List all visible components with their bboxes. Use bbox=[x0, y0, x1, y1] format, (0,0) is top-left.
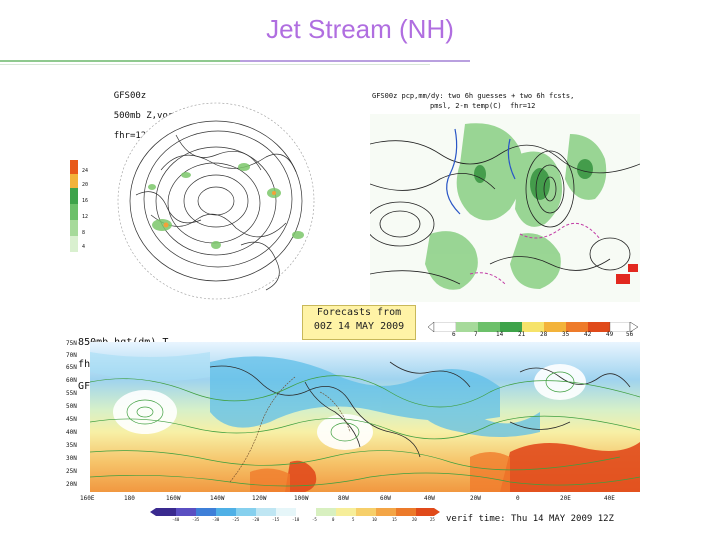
polar-caption-field: 500mb Z,vort bbox=[113, 111, 179, 121]
lon-label-0: 160E bbox=[80, 495, 95, 502]
top-scale-label-2: 14 bbox=[496, 331, 504, 338]
surface-pcp-pmsl-panel: GFS00z pcp,mm/dy: two 6h guesses + two 6… bbox=[366, 90, 640, 302]
lon-label-12: 40E bbox=[604, 495, 615, 502]
lon-label-7: 60W bbox=[380, 495, 391, 502]
title-underline-purple bbox=[240, 60, 470, 62]
bottom-scale-label-4: -20 bbox=[252, 517, 260, 522]
lon-label-11: 20E bbox=[560, 495, 571, 502]
bottom-scale-label-0: -40 bbox=[172, 517, 180, 522]
jet-lon-labels: 160E 180 160W 140W 120W 100W 80W 60W 40W… bbox=[80, 495, 640, 505]
lat-label-4: 55N bbox=[66, 390, 77, 397]
top-scale-label-0: 6 bbox=[452, 331, 456, 338]
bottom-scale-label-13: 25 bbox=[430, 517, 435, 522]
lon-label-1: 180 bbox=[124, 495, 135, 502]
top-scale-label-1: 7 bbox=[474, 331, 478, 338]
lat-label-2: 65N bbox=[66, 364, 77, 371]
lon-label-6: 80W bbox=[338, 495, 349, 502]
top-scale-label-8: 56 bbox=[626, 331, 634, 338]
top-scale-label-3: 21 bbox=[518, 331, 526, 338]
jet-850mb-map-svg bbox=[90, 342, 640, 492]
forecast-box-line1: Forecasts from bbox=[316, 307, 402, 318]
bottom-scale-label-5: -15 bbox=[272, 517, 280, 522]
slide-title: Jet Stream (NH) bbox=[266, 14, 454, 44]
jet-lat-labels: 75N 70N 65N 60N 55N 50N 45N 40N 35N 30N … bbox=[66, 340, 90, 495]
title-underline-fade bbox=[0, 64, 430, 65]
jet-850mb-map bbox=[90, 342, 640, 492]
surface-caption-line1: GFS00z pcp,mm/dy: two 6h guesses + two 6… bbox=[372, 92, 575, 100]
legend-label-3: 12 bbox=[82, 214, 89, 220]
lat-label-6: 45N bbox=[66, 416, 77, 423]
jet-top-color-scale: 6 7 14 21 28 35 42 49 56 bbox=[428, 322, 638, 338]
polar-hemisphere bbox=[117, 102, 315, 300]
polar-caption-model: GFS00z bbox=[113, 91, 147, 101]
surface-caption-line2: pmsl, 2-m temp(C) fhr=12 bbox=[430, 102, 536, 110]
legend-label-0: 24 bbox=[82, 168, 89, 174]
bottom-scale-label-1: -35 bbox=[192, 517, 200, 522]
lat-label-9: 30N bbox=[66, 455, 77, 462]
lat-label-11: 20N bbox=[66, 481, 77, 488]
bottom-scale-label-10: 10 bbox=[372, 517, 377, 522]
forecast-time-box: Forecasts from 00Z 14 MAY 2009 bbox=[302, 305, 416, 340]
title-underline-green bbox=[0, 60, 240, 62]
lon-label-4: 120W bbox=[252, 495, 267, 502]
surface-map bbox=[370, 114, 640, 302]
polar-500mb-panel: GFS00z 500mb Z,vort fhr=12 bbox=[66, 75, 366, 305]
polar-vorticity-legend: 24 20 16 12 8 4 bbox=[70, 160, 90, 252]
legend-label-5: 4 bbox=[82, 244, 86, 250]
polar-contour-map bbox=[117, 102, 315, 300]
top-scale-label-4: 28 bbox=[540, 331, 548, 338]
legend-label-1: 20 bbox=[82, 182, 89, 188]
lat-label-0: 75N bbox=[66, 340, 77, 347]
top-scale-label-5: 35 bbox=[562, 331, 570, 338]
lat-label-5: 50N bbox=[66, 403, 77, 410]
lat-label-8: 35N bbox=[66, 442, 77, 449]
lon-label-2: 160W bbox=[166, 495, 181, 502]
bottom-scale-label-9: 5 bbox=[352, 517, 355, 522]
jet-bottom-scale-bar bbox=[150, 508, 440, 516]
top-scale-label-6: 42 bbox=[584, 331, 592, 338]
bottom-scale-label-7: -5 bbox=[312, 517, 317, 522]
bottom-scale-label-11: 15 bbox=[392, 517, 397, 522]
legend-label-2: 16 bbox=[82, 198, 89, 204]
jet-top-scale-bar bbox=[428, 322, 638, 332]
bottom-scale-label-8: 0 bbox=[332, 517, 335, 522]
lon-label-8: 40W bbox=[424, 495, 435, 502]
jet-bottom-color-scale: -40 -35 -30 -25 -20 -15 -10 -5 0 5 10 15… bbox=[150, 508, 440, 526]
forecast-box-line2: 00Z 14 MAY 2009 bbox=[313, 321, 405, 332]
bottom-scale-label-2: -30 bbox=[212, 517, 220, 522]
bottom-scale-label-3: -25 bbox=[232, 517, 240, 522]
lat-label-7: 40N bbox=[66, 429, 77, 436]
verif-time: verif time: Thu 14 MAY 2009 12Z bbox=[446, 514, 614, 524]
top-scale-label-7: 49 bbox=[606, 331, 614, 338]
lon-label-10: 0 bbox=[516, 495, 520, 502]
lon-label-9: 20W bbox=[470, 495, 481, 502]
legend-label-4: 8 bbox=[82, 230, 86, 236]
lat-label-1: 70N bbox=[66, 352, 77, 359]
polar-caption-fhr: fhr=12 bbox=[113, 131, 147, 141]
bottom-scale-label-12: 20 bbox=[412, 517, 417, 522]
lat-label-10: 25N bbox=[66, 468, 77, 475]
bottom-scale-label-6: -10 bbox=[292, 517, 300, 522]
lon-label-5: 100W bbox=[294, 495, 309, 502]
lon-label-3: 140W bbox=[210, 495, 225, 502]
lat-label-3: 60N bbox=[66, 377, 77, 384]
